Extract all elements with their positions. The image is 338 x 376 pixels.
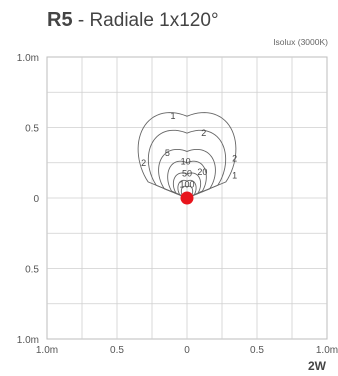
contour-label: 5 bbox=[165, 148, 170, 158]
x-tick-label: 0.5 bbox=[250, 345, 264, 356]
product-code: R5 bbox=[47, 9, 73, 31]
product-description: - Radiale 1x120° bbox=[77, 10, 219, 31]
x-tick-label: 0.5 bbox=[110, 345, 124, 356]
y-tick-label: 0 bbox=[33, 194, 39, 205]
isolux-contours bbox=[137, 112, 237, 199]
x-tick-label: 1.0m bbox=[36, 345, 58, 356]
chart-subtitle: Isolux (3000K) bbox=[273, 37, 328, 47]
contour-label: 100 bbox=[179, 180, 194, 190]
y-tick-label: 1.0m bbox=[17, 53, 39, 64]
y-tick-label: 0.5 bbox=[25, 124, 39, 135]
contour-label: 50 bbox=[182, 168, 192, 178]
isolux-contour bbox=[147, 129, 227, 199]
contour-labels: 1 2 5 10 20 50 100 2 2 1 bbox=[141, 111, 237, 189]
isolux-contour bbox=[167, 160, 207, 199]
contour-label: 2 bbox=[201, 128, 206, 138]
x-tick-label: 1.0m bbox=[316, 345, 338, 356]
grid bbox=[46, 56, 328, 340]
x-tick-label: 0 bbox=[184, 345, 190, 356]
contour-label: 2 bbox=[141, 158, 146, 168]
y-axis-ticks: 1.0m 0.5 0 0.5 1.0m bbox=[17, 53, 40, 346]
light-source bbox=[180, 191, 194, 205]
isolux-contour bbox=[158, 148, 216, 199]
light-source-dot bbox=[180, 191, 194, 205]
contour-label: 20 bbox=[197, 167, 207, 177]
y-tick-label: 1.0m bbox=[17, 335, 39, 346]
power-label: 2W bbox=[308, 359, 326, 373]
x-axis-ticks: 1.0m 0.5 0 0.5 1.0m bbox=[36, 345, 338, 356]
y-tick-label: 0.5 bbox=[25, 265, 39, 276]
chart-title: R5 - Radiale 1x120° bbox=[47, 9, 219, 32]
contour-label: 1 bbox=[170, 111, 175, 121]
isolux-contour bbox=[172, 172, 202, 199]
isolux-contour bbox=[180, 185, 194, 199]
contour-label: 1 bbox=[232, 170, 237, 180]
isolux-contour bbox=[137, 112, 237, 199]
contour-label: 2 bbox=[232, 154, 237, 164]
contour-label: 10 bbox=[181, 156, 191, 166]
isolux-contour bbox=[177, 179, 197, 199]
